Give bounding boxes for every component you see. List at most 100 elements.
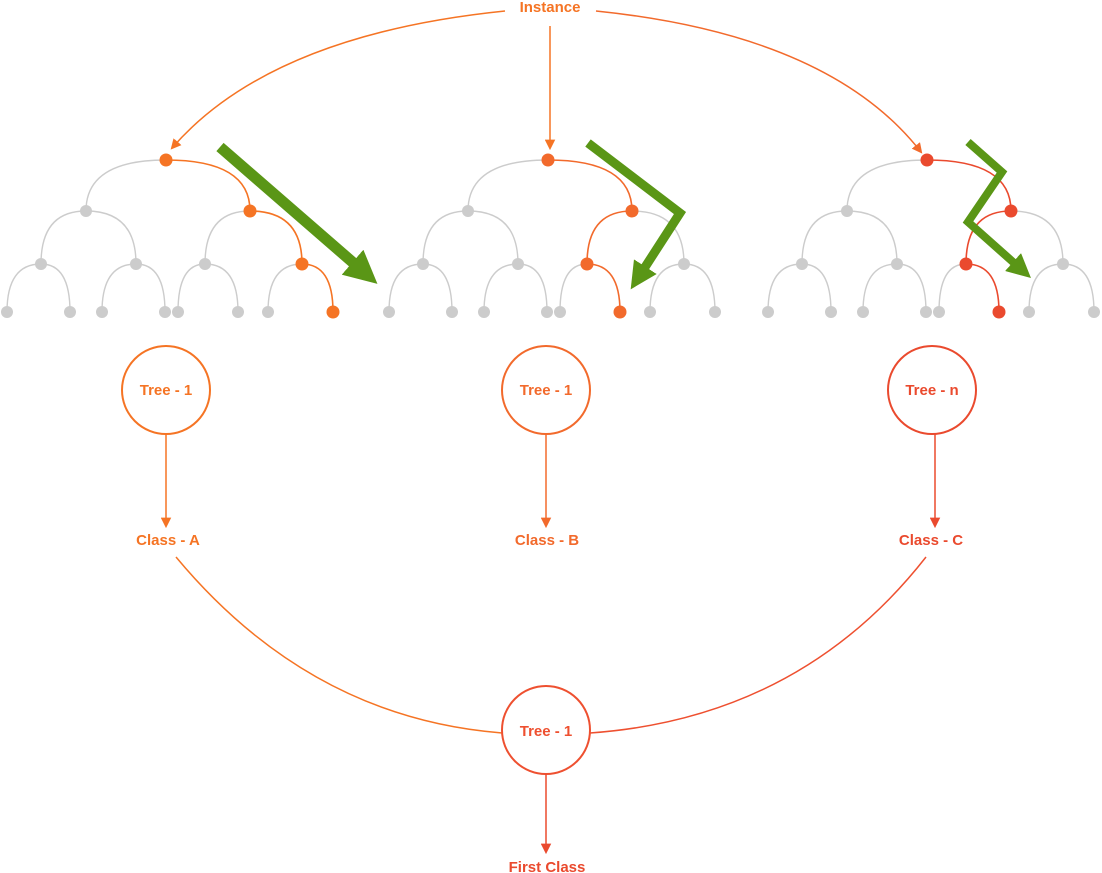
tree-circle-n [887,345,977,435]
tree-node [541,306,553,318]
tree-edge [896,263,927,313]
tree-edge [1010,210,1064,265]
tree-node [417,258,429,270]
tree-edge [846,210,898,265]
tree-edge [467,210,519,265]
tree-node [644,306,656,318]
tree-edge-highlighted [547,159,633,212]
tree-node [1023,306,1035,318]
tree-node [678,258,690,270]
tree-label-n: Tree - n [905,382,958,399]
tree-edge [85,210,137,265]
tree-edge [938,263,967,313]
tree-edge [801,263,832,313]
tree-edge-highlighted [926,159,1012,212]
tree-node-highlighted [613,305,627,319]
tree-node [80,205,92,217]
tree-node [933,306,945,318]
tree-node [1088,306,1100,318]
tree-edge [422,263,453,313]
tree-edge [6,263,42,313]
tree-node [232,306,244,318]
tree-node [841,205,853,217]
tree-edge [267,263,303,313]
tree-edge [767,263,803,313]
tree-node [130,258,142,270]
tree-node [262,306,274,318]
tree-node-highlighted [295,257,309,271]
tree-node-highlighted [1004,204,1018,218]
tree-node [159,306,171,318]
tree-edge [1062,263,1095,313]
tree-label-2: Tree - 1 [520,382,573,399]
tree-node-highlighted [625,204,639,218]
traversal-arrow-1 [216,142,378,284]
tree-edge [40,263,71,313]
tree-edge [649,263,685,313]
tree-node [1,306,13,318]
tree-node-highlighted [541,153,555,167]
vote-tree-label: Tree - 1 [520,723,573,740]
tree-edge-highlighted [301,263,334,313]
tree-edge [467,159,549,212]
tree-node [920,306,932,318]
tree-node-highlighted [992,305,1006,319]
traversal-arrow-3 [962,139,1031,278]
tree-node [762,306,774,318]
tree-edge [483,263,519,313]
tree-edge-highlighted [586,210,633,265]
decision-tree-1 [1,153,340,319]
tree-node [512,258,524,270]
traversal-arrows [216,139,1031,290]
tree-edge [862,263,898,313]
tree-node [199,258,211,270]
tree-node [891,258,903,270]
decision-tree-n [762,153,1100,319]
tree-edge [40,210,87,265]
tree-node [825,306,837,318]
tree-label-1: Tree - 1 [140,382,193,399]
tree-node-highlighted [326,305,340,319]
tree-node [64,306,76,318]
tree-edge [177,263,206,313]
tree-node-highlighted [159,153,173,167]
instance-arrow-left [170,10,506,150]
tree-edge-highlighted [586,263,621,313]
tree-edge [422,210,469,265]
tree-edge [683,263,716,313]
tree-edge-highlighted [249,210,303,265]
tree-node [35,258,47,270]
tree-edge-highlighted [965,263,1000,313]
tree-edge [85,159,167,212]
instance-label: Instance [520,0,581,16]
tree-node [462,205,474,217]
tree-edge [204,210,251,265]
tree-node [383,306,395,318]
tree-edge [801,210,848,265]
tree-node-highlighted [243,204,257,218]
tree-edge [846,159,928,212]
tree-edge-highlighted [965,210,1012,265]
tree-node [172,306,184,318]
tree-edge [388,263,424,313]
tree-edge [204,263,239,313]
class-a-label: Class - A [136,532,200,549]
class-c-label: Class - C [899,532,963,549]
traversal-arrow-2 [585,139,687,290]
class-a-to-vote-curve [175,556,503,734]
tree-edge [101,263,137,313]
first-class-label: First Class [509,859,586,873]
tree-node-highlighted [920,153,934,167]
class-b-label: Class - B [515,532,579,549]
decision-tree-2 [383,153,721,319]
tree-node [1057,258,1069,270]
tree-edge [559,263,588,313]
tree-edge [1028,263,1064,313]
class-c-to-vote-curve [589,556,927,734]
tree-node [478,306,490,318]
tree-node [796,258,808,270]
tree-node [96,306,108,318]
tree-node-highlighted [580,257,594,271]
tree-edge [517,263,548,313]
